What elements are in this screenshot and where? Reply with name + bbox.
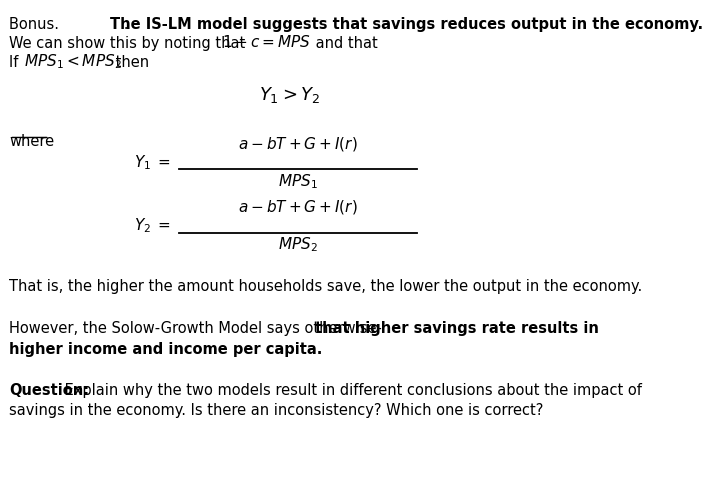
Text: and that: and that [312, 36, 378, 51]
Text: then: then [111, 55, 149, 70]
Text: $1 - c = MPS$: $1 - c = MPS$ [222, 34, 311, 50]
Text: savings in the economy. Is there an inconsistency? Which one is correct?: savings in the economy. Is there an inco… [9, 403, 544, 418]
Text: $MPS_2$: $MPS_2$ [278, 235, 318, 254]
Text: Question:: Question: [9, 383, 89, 398]
Text: $a - bT + G + I(r)$: $a - bT + G + I(r)$ [238, 135, 358, 153]
Text: That is, the higher the amount households save, the lower the output in the econ: That is, the higher the amount household… [9, 279, 642, 294]
Text: $a - bT + G + I(r)$: $a - bT + G + I(r)$ [238, 198, 358, 216]
Text: that higher savings rate results in: that higher savings rate results in [315, 321, 599, 336]
Text: However, the Solow-Growth Model says otherwise-: However, the Solow-Growth Model says oth… [9, 321, 382, 336]
Text: Bonus.              .: Bonus. . [9, 17, 133, 32]
Text: If: If [9, 55, 23, 70]
Text: Explain why the two models result in different conclusions about the impact of: Explain why the two models result in dif… [60, 383, 642, 398]
Text: $Y_1 > Y_2$: $Y_1 > Y_2$ [258, 85, 320, 105]
Text: The IS-LM model suggests that savings reduces output in the economy.: The IS-LM model suggests that savings re… [110, 17, 703, 32]
Text: We can show this by noting that: We can show this by noting that [9, 36, 250, 51]
Text: $MPS_1$: $MPS_1$ [278, 172, 318, 191]
Text: $Y_2\;=$: $Y_2\;=$ [134, 216, 171, 235]
Text: $MPS_1 < MPS_2$: $MPS_1 < MPS_2$ [24, 53, 122, 72]
Text: where: where [9, 134, 55, 149]
Text: $Y_1\;=$: $Y_1\;=$ [134, 153, 171, 172]
Text: higher income and income per capita.: higher income and income per capita. [9, 342, 323, 357]
